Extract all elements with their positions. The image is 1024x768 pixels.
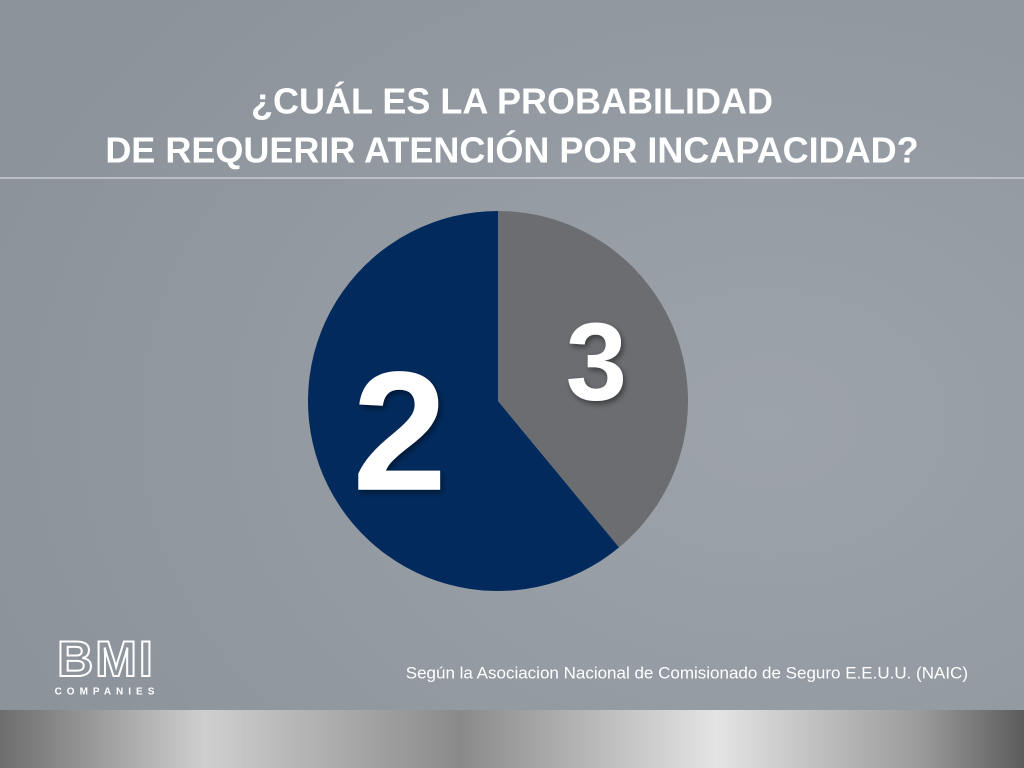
chart-title: ¿CUÁL ES LA PROBABILIDAD [251,81,773,122]
source-note: Según la Asociacion Nacional de Comision… [406,663,968,682]
logo-tagline: COMPANIES [55,687,160,698]
footer-band [0,710,1024,768]
slice-label: 2 [352,337,447,527]
logo-name: BMI [57,631,155,687]
chart-title: DE REQUERIR ATENCIÓN POR INCAPACIDAD? [105,129,918,171]
slice-label: 3 [566,301,627,424]
pie-slice [308,211,620,591]
pie-slice [498,211,688,548]
